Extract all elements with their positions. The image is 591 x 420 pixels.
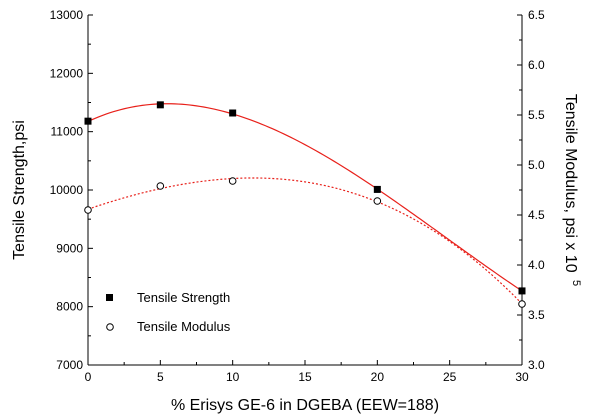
legend-marker-tensile-modulus	[106, 323, 114, 331]
data-point-tensile-strength	[373, 185, 381, 193]
data-point-tensile-strength	[518, 287, 526, 295]
y-tick-label: 11000	[51, 125, 84, 139]
y2-tick-label: 6.5	[528, 8, 545, 22]
x-tick-label: 5	[157, 370, 164, 384]
data-points	[84, 101, 526, 308]
x-tick-label: 15	[298, 370, 312, 384]
y-ticks: 7000 8000 9000 10000 11000 12000 13000	[50, 8, 93, 372]
legend-label-tensile-modulus: Tensile Modulus	[137, 319, 231, 334]
legend-marker-tensile-strength	[106, 294, 113, 301]
y2-tick-label: 5.0	[528, 158, 545, 172]
y2-tick-label: 3.0	[528, 358, 545, 372]
x-ticks: 0 5 10 15 20 25 30	[85, 360, 529, 384]
fit-curve-tensile-modulus	[87, 177, 523, 305]
y2-ticks: 3.0 3.5 4.0 4.5 5.0 5.5 6.0 6.5	[517, 8, 545, 372]
y2-tick-label: 4.0	[528, 258, 545, 272]
x-tick-label: 10	[226, 370, 240, 384]
plot-frame	[87, 15, 523, 366]
y-tick-label: 10000	[50, 183, 84, 197]
x-tick-label: 0	[85, 370, 92, 384]
data-point-tensile-modulus	[518, 300, 526, 308]
y2-tick-label: 3.5	[528, 308, 545, 322]
y-tick-label: 13000	[50, 8, 84, 22]
y2-axis-title-main: Tensile Modulus, psi x 10	[562, 94, 579, 273]
y-tick-label: 12000	[50, 66, 84, 80]
y2-axis-title-exponent: 5	[570, 280, 582, 286]
y2-tick-label: 4.5	[528, 208, 545, 222]
y-axis-title: Tensile Strength,psi	[11, 120, 28, 260]
data-point-tensile-strength	[229, 109, 237, 117]
x-tick-label: 20	[371, 370, 385, 384]
y-tick-label: 7000	[56, 358, 83, 372]
y-tick-label: 9000	[56, 241, 83, 255]
data-point-tensile-strength	[156, 101, 164, 109]
x-tick-label: 25	[443, 370, 457, 384]
x-tick-label: 30	[515, 370, 529, 384]
fit-curves	[87, 103, 523, 305]
data-point-tensile-modulus	[84, 206, 92, 214]
y2-axis-title: Tensile Modulus, psi x 10 5	[562, 94, 582, 286]
legend-label-tensile-strength: Tensile Strength	[137, 290, 230, 305]
data-point-tensile-modulus	[373, 197, 382, 205]
y2-tick-label: 5.5	[528, 108, 545, 122]
y-tick-label: 8000	[56, 300, 83, 314]
y2-tick-label: 6.0	[528, 58, 545, 72]
legend: Tensile Strength Tensile Modulus	[106, 290, 231, 334]
x-axis-title: % Erisys GE-6 in DGEBA (EEW=188)	[171, 397, 439, 414]
data-point-tensile-modulus	[228, 177, 237, 185]
fit-curve-tensile-strength	[87, 103, 523, 292]
data-point-tensile-modulus	[156, 182, 165, 190]
data-point-tensile-strength	[84, 117, 92, 125]
